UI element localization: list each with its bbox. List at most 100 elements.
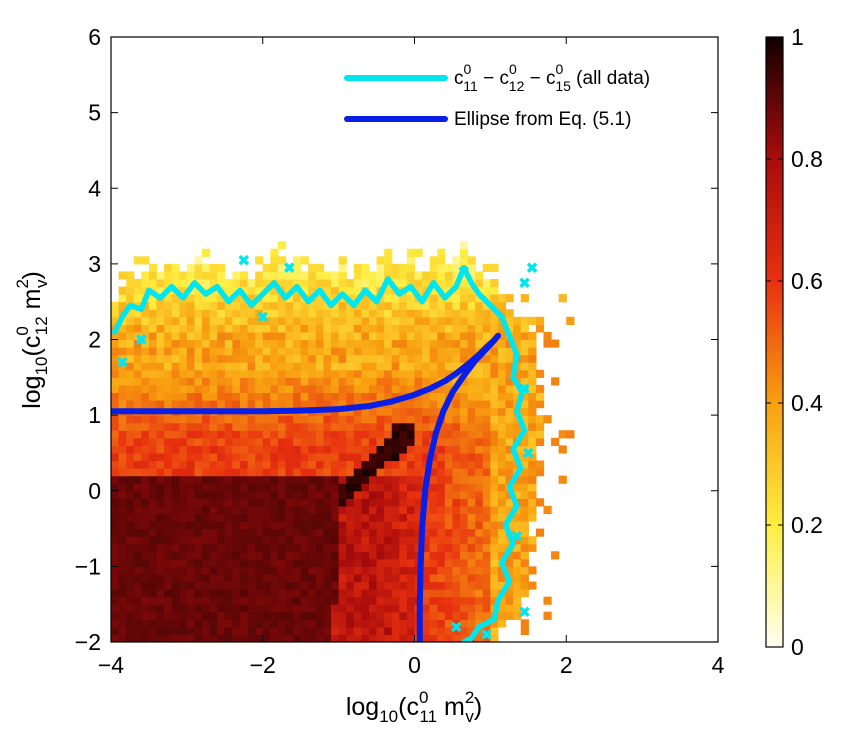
heatmap-cell xyxy=(520,581,529,590)
heatmap-cell xyxy=(262,354,271,363)
heatmap-cell xyxy=(262,566,271,575)
heatmap-cell xyxy=(399,437,408,446)
heatmap-cell xyxy=(505,309,514,318)
heatmap-cell xyxy=(482,604,491,613)
heatmap-cell xyxy=(293,354,302,363)
heatmap-cell xyxy=(300,415,309,424)
heatmap-cell xyxy=(331,271,340,280)
heatmap-cell xyxy=(467,589,476,598)
heatmap-cell xyxy=(399,619,408,628)
heatmap-cell xyxy=(186,581,196,590)
heatmap-cell xyxy=(133,279,142,288)
heatmap-cell xyxy=(460,483,469,492)
heatmap-cell xyxy=(452,536,461,545)
heatmap-cell xyxy=(209,331,218,341)
heatmap-cell xyxy=(338,528,347,537)
heatmap-cell xyxy=(171,400,180,409)
heatmap-cell xyxy=(437,573,446,583)
heatmap-cell xyxy=(217,263,226,273)
heatmap-cell xyxy=(209,498,218,507)
heatmap-cell xyxy=(133,505,142,515)
heatmap-cell xyxy=(406,505,416,515)
heatmap-cell xyxy=(194,331,203,341)
heatmap-cell xyxy=(497,407,507,416)
heatmap-cell xyxy=(361,468,370,477)
heatmap-cell xyxy=(399,309,408,318)
heatmap-cell xyxy=(186,331,196,341)
heatmap-cell xyxy=(239,626,249,636)
heatmap-cell xyxy=(452,301,461,310)
heatmap-cell xyxy=(437,483,446,492)
heatmap-cell xyxy=(368,483,378,492)
heatmap-cell xyxy=(391,468,400,477)
heatmap-cell xyxy=(156,347,165,356)
heatmap-cell xyxy=(239,279,249,288)
heatmap-cell xyxy=(331,589,340,598)
heatmap-cell xyxy=(179,498,188,507)
heatmap-cell xyxy=(497,422,507,431)
heatmap-cell xyxy=(406,566,416,575)
heatmap-cell xyxy=(331,415,340,424)
heatmap-cell xyxy=(194,294,203,303)
heatmap-cell xyxy=(452,415,461,424)
heatmap-cell xyxy=(475,415,484,424)
heatmap-cell xyxy=(429,505,438,515)
heatmap-cell xyxy=(285,331,294,341)
heatmap-cell xyxy=(308,566,317,575)
heatmap-cell xyxy=(422,528,431,537)
heatmap-cell xyxy=(224,324,233,333)
heatmap-cell xyxy=(361,611,370,620)
heatmap-cell xyxy=(315,362,325,371)
heatmap-cell xyxy=(535,468,545,477)
heatmap-cell xyxy=(118,460,127,469)
heatmap-cell xyxy=(300,286,309,295)
heatmap-cell xyxy=(346,347,355,356)
heatmap-cell xyxy=(217,596,226,605)
heatmap-cell xyxy=(179,596,188,605)
heatmap-cell xyxy=(482,611,491,620)
heatmap-cell xyxy=(293,400,302,409)
heatmap-cell xyxy=(384,521,393,530)
heatmap-cell xyxy=(156,324,165,333)
heatmap-cell xyxy=(247,286,256,295)
heatmap-cell xyxy=(391,452,400,462)
heatmap-cell xyxy=(239,362,249,371)
heatmap-cell xyxy=(111,611,120,620)
heatmap-cell xyxy=(353,536,362,545)
heatmap-cell xyxy=(232,354,241,363)
heatmap-cell xyxy=(346,498,355,507)
heatmap-cell xyxy=(285,498,294,507)
heatmap-cell xyxy=(179,316,188,325)
heatmap-cell xyxy=(338,415,347,424)
heatmap-cell xyxy=(255,392,264,401)
heatmap-cell xyxy=(323,354,332,363)
heatmap-cell xyxy=(247,634,256,642)
heatmap-cell xyxy=(164,611,173,620)
heatmap-cell xyxy=(293,573,302,583)
heatmap-cell xyxy=(126,430,135,439)
heatmap-cell xyxy=(399,301,408,310)
heatmap-cell xyxy=(482,581,491,590)
heatmap-cell xyxy=(535,415,545,424)
heatmap-cell xyxy=(505,400,514,409)
heatmap-cell xyxy=(399,384,408,394)
heatmap-cell xyxy=(217,573,226,583)
heatmap-cell xyxy=(209,551,218,560)
heatmap-cell xyxy=(111,589,120,598)
heatmap-cell xyxy=(293,301,302,310)
heatmap-cell xyxy=(460,626,469,636)
heatmap-cell xyxy=(232,369,241,378)
heatmap-cell xyxy=(437,354,446,363)
heatmap-cell xyxy=(543,415,552,424)
heatmap-cell xyxy=(118,551,127,560)
heatmap-cell xyxy=(376,407,385,416)
heatmap-cell xyxy=(111,483,120,492)
heatmap-cell xyxy=(285,626,294,636)
heatmap-cell xyxy=(262,415,271,424)
heatmap-cell xyxy=(247,316,256,325)
heatmap-cell xyxy=(111,331,120,341)
heatmap-cell xyxy=(202,596,211,605)
heatmap-cell xyxy=(315,377,325,386)
heatmap-cell xyxy=(285,505,294,515)
heatmap-cell xyxy=(452,256,461,265)
